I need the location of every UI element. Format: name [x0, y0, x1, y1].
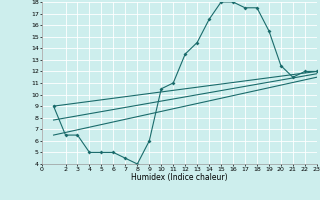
X-axis label: Humidex (Indice chaleur): Humidex (Indice chaleur) — [131, 173, 228, 182]
